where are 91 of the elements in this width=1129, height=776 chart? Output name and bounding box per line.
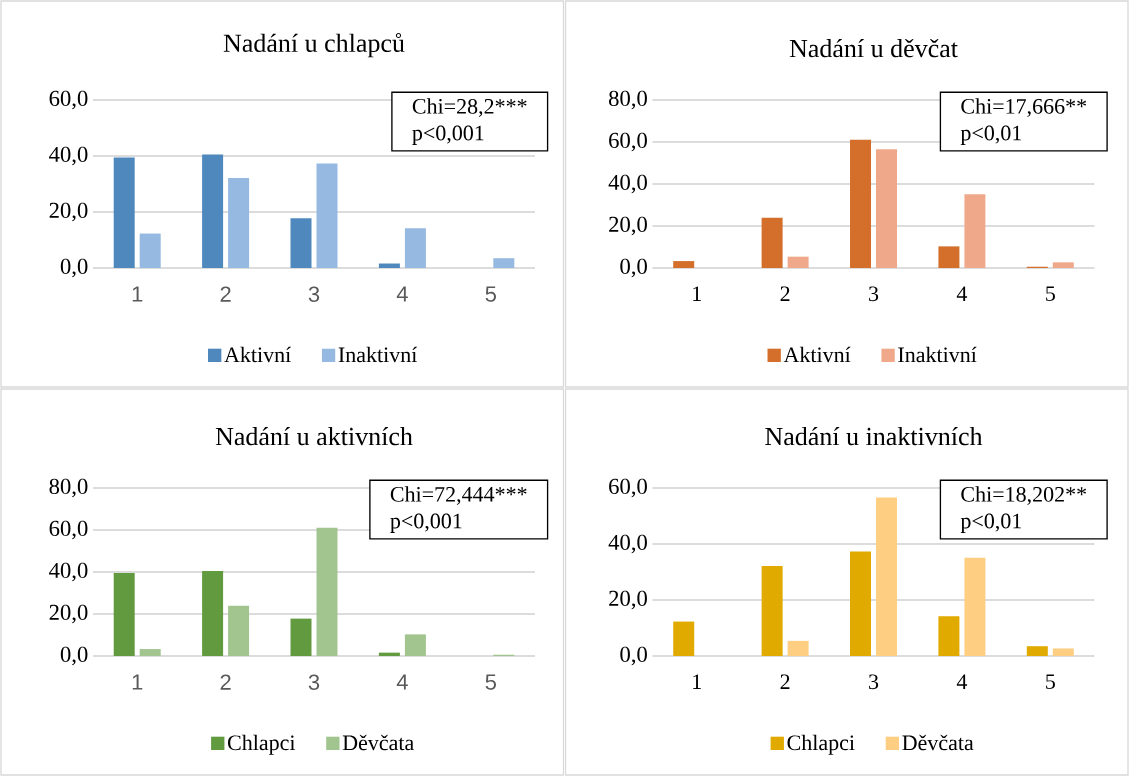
bar: [938, 246, 960, 268]
x-tick-label: 5: [485, 286, 496, 302]
annotation: Chi=28,2***: [412, 98, 527, 117]
legend-label: Inaktivní: [898, 346, 977, 363]
bar: [290, 218, 312, 268]
bar: [404, 634, 426, 656]
bar: [850, 551, 872, 656]
y-tick-label: 20,0: [49, 604, 88, 624]
x-tick-label: 1: [132, 674, 143, 690]
x-tick-label: 2: [780, 286, 790, 301]
x-tick-label: 1: [693, 674, 701, 689]
chart-title: Nadání u inaktivních: [765, 426, 983, 446]
bar: [316, 527, 338, 656]
bar: [228, 605, 250, 656]
y-tick-label: 20,0: [609, 590, 647, 610]
x-tick-label: 2: [220, 674, 231, 690]
bar: [876, 497, 898, 656]
legend-label: Děvčata: [902, 734, 974, 751]
bar: [139, 233, 161, 268]
y-tick-label: 40,0: [608, 174, 647, 194]
bar: [787, 640, 809, 656]
bar: [113, 573, 135, 656]
y-tick-label: 0,0: [620, 646, 647, 666]
annotation: p<0,01: [960, 125, 1021, 145]
annotation: Chi=72,444***: [390, 486, 527, 505]
x-tick-label: 4: [956, 286, 968, 301]
bar: [876, 149, 898, 268]
bar: [202, 570, 224, 656]
y-tick-label: 40,0: [49, 562, 88, 582]
bar: [1026, 646, 1048, 656]
bar: [202, 154, 224, 268]
bar: [761, 566, 783, 656]
bar: [964, 194, 986, 268]
bar: [1052, 262, 1074, 268]
bar: [113, 157, 135, 268]
x-tick-label: 3: [308, 286, 320, 302]
y-tick-label: 60,0: [49, 520, 88, 540]
legend-label: Chlapci: [227, 734, 296, 755]
x-tick-label: 3: [869, 674, 879, 690]
annotation: Chi=18,202**: [961, 486, 1087, 505]
y-tick-label: 80,0: [608, 90, 647, 110]
y-tick-label: 20,0: [609, 216, 647, 236]
x-tick-label: 4: [396, 286, 408, 302]
annotation: p<0,001: [412, 125, 484, 145]
y-tick-label: 0,0: [60, 258, 88, 278]
bar: [404, 228, 426, 268]
x-tick-label: 3: [869, 286, 879, 302]
bar: [290, 618, 312, 656]
x-tick-label: 5: [1046, 674, 1055, 690]
y-tick-label: 20,0: [49, 202, 88, 222]
y-tick-label: 0,0: [60, 646, 88, 666]
bar: [938, 616, 960, 656]
bar: [1052, 648, 1074, 656]
bar: [787, 256, 809, 268]
legend-label: Inaktivní: [338, 346, 418, 363]
y-tick-label: 40,0: [608, 534, 647, 554]
chart-title: Nadání u chlapců: [223, 32, 405, 58]
bar: [139, 649, 161, 656]
bar: [316, 163, 338, 268]
x-tick-label: 2: [220, 286, 231, 302]
x-tick-label: 1: [132, 286, 143, 302]
y-tick-label: 40,0: [49, 146, 88, 166]
y-tick-label: 60,0: [49, 90, 88, 110]
x-tick-label: 1: [693, 286, 701, 301]
x-tick-label: 3: [308, 674, 320, 690]
x-tick-label: 4: [956, 674, 968, 689]
x-tick-label: 4: [396, 674, 408, 690]
chart-title: Nadání u aktivních: [215, 426, 413, 446]
annotation: p<0,001: [390, 513, 462, 533]
bar: [378, 652, 400, 656]
bar: [761, 217, 783, 268]
bar: [228, 178, 250, 268]
annotation: p<0,01: [960, 513, 1021, 533]
legend-label: Aktivní: [783, 346, 851, 363]
y-tick-label: 60,0: [609, 478, 647, 498]
bar: [673, 621, 695, 656]
chart-title: Nadání u děvčat: [789, 38, 958, 58]
x-tick-label: 5: [1046, 286, 1055, 302]
legend-label: Chlapci: [787, 734, 855, 755]
bar: [673, 261, 695, 268]
legend-label: Aktivní: [224, 346, 291, 363]
y-tick-label: 0,0: [620, 258, 647, 278]
annotation: Chi=17,666**: [961, 98, 1087, 117]
y-tick-label: 80,0: [49, 478, 88, 498]
y-tick-label: 60,0: [609, 132, 647, 152]
bar: [964, 557, 986, 656]
bar: [850, 139, 872, 268]
x-tick-label: 5: [485, 674, 496, 690]
legend-label: Děvčata: [342, 734, 414, 751]
x-tick-label: 2: [780, 674, 790, 689]
bar: [493, 258, 515, 268]
